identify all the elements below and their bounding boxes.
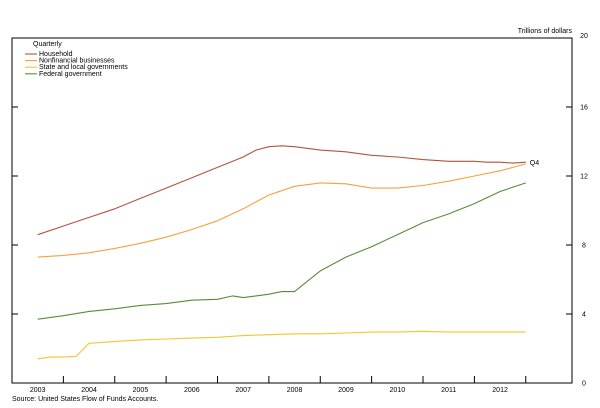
y-tick-label: 12 [580, 174, 588, 181]
units-label: Trillions of dollars [518, 28, 573, 35]
x-tick-label: 2005 [133, 387, 149, 394]
series-line-household [37, 145, 526, 236]
series-lines [37, 145, 526, 360]
y-tick-label: 0 [582, 381, 586, 388]
x-tick-label: 2004 [81, 387, 97, 394]
x-tick-label: 2010 [390, 387, 406, 394]
x-tick-label: 2007 [235, 387, 251, 394]
y-tick-label: 8 [582, 243, 586, 250]
series-line-nonfinancial-businesses [37, 163, 526, 258]
x-tick-label: 2012 [492, 387, 508, 394]
series-line-federal-government [37, 182, 526, 320]
legend-label: Household [39, 51, 73, 58]
series-line-state-and-local-governments [37, 330, 526, 360]
legend-label: Federal government [39, 71, 102, 78]
x-axis: 2003 2004 2005 2006 2007 2008 2009 2010 2011 2012 [11, 376, 527, 394]
x-tick-label: 2003 [30, 387, 46, 394]
y-tick-label: 4 [582, 312, 586, 319]
x-tick-label: 2006 [184, 387, 200, 394]
plot-border [11, 37, 573, 384]
end-point-label: Q4 [530, 160, 539, 167]
source-note: Source: United States Flow of Funds Acco… [12, 396, 158, 403]
x-tick-label: 2011 [441, 387, 456, 394]
y-tick-label: 16 [580, 105, 588, 112]
legend-label: State and local governments [39, 64, 128, 71]
y-tick-label: 20 [580, 33, 588, 40]
plot-frame [11, 37, 573, 384]
x-tick-label: 2008 [287, 387, 303, 394]
x-tick-label: 2009 [338, 387, 354, 394]
legend-label: Nonfinancial businesses [39, 58, 115, 65]
frequency-label: Quarterly [33, 41, 62, 48]
y-axis: 0 4 8 12 16 20 [12, 33, 588, 388]
